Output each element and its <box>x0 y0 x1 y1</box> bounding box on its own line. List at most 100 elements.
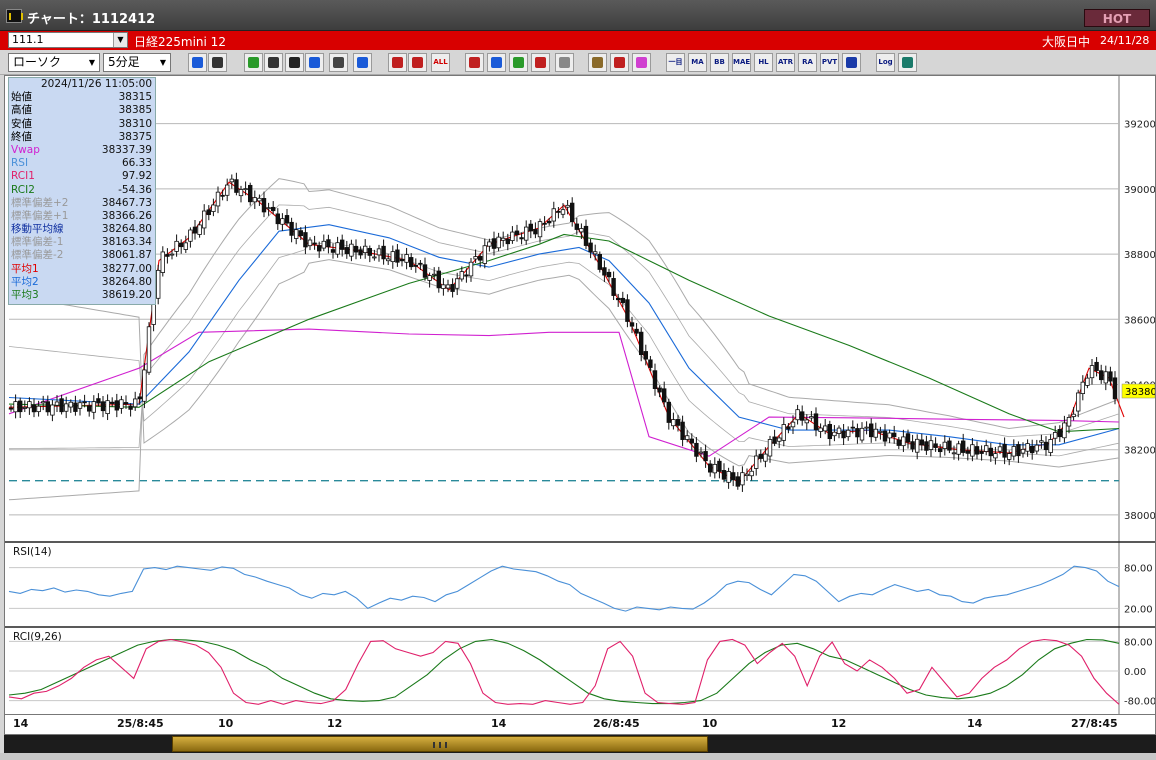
tool-button-25[interactable]: RA <box>798 53 817 72</box>
candle-body <box>892 432 897 438</box>
tool-button-signal[interactable] <box>509 53 528 72</box>
candle-body <box>68 401 73 408</box>
tool-button-23[interactable]: HL <box>754 53 773 72</box>
data-window-label: 標準偏差+2 <box>11 196 69 209</box>
candle-body <box>763 453 768 462</box>
tool-button-28[interactable]: Log <box>876 53 895 72</box>
horizontal-scrollbar[interactable] <box>4 735 1156 753</box>
candle-body <box>556 210 561 213</box>
tool-button-trash[interactable] <box>353 53 372 72</box>
tool-button-candle[interactable] <box>388 53 407 72</box>
candle-body <box>303 232 308 248</box>
tool-button-26[interactable]: PVT <box>820 53 839 72</box>
candle-body <box>257 197 262 202</box>
tool-button-palette[interactable] <box>632 53 651 72</box>
candle-body <box>800 411 805 421</box>
tool-button-20[interactable]: MA <box>688 53 707 72</box>
tool-button-pencil[interactable] <box>244 53 263 72</box>
app-chart-icon <box>6 9 23 23</box>
chevron-down-icon[interactable]: ▼ <box>113 33 127 47</box>
candle-body <box>436 270 441 289</box>
zoom-icon <box>491 57 502 68</box>
chart-type-value: ローソク <box>13 55 62 69</box>
tool-button-plus[interactable] <box>531 53 550 72</box>
candle-body <box>537 221 543 238</box>
candle-body <box>850 426 855 429</box>
price-panel-bg <box>5 76 1155 541</box>
time-tick-label: 14 <box>491 717 507 730</box>
candle-body <box>238 189 244 197</box>
tool-button-label: HL <box>758 58 769 66</box>
candle-body <box>114 400 119 411</box>
scrollbar-thumb[interactable] <box>172 736 708 752</box>
candle-body <box>680 421 685 440</box>
tool-button-memo[interactable] <box>329 53 348 72</box>
tool-button-crosshair[interactable] <box>208 53 227 72</box>
candle-body <box>542 222 547 225</box>
data-window-value: 38385 <box>118 104 152 117</box>
candle-body <box>1089 365 1095 379</box>
candle-body <box>629 322 635 327</box>
tool-button-ma[interactable] <box>465 53 484 72</box>
chart-type-select[interactable]: ローソク ▼ <box>8 53 100 72</box>
tool-button-undo[interactable] <box>305 53 324 72</box>
candle-body <box>468 261 474 277</box>
candle-body <box>703 451 708 462</box>
chart-area[interactable]: 3920039000388003860038400382003800038380… <box>4 75 1156 715</box>
tool-button-10[interactable]: ALL <box>431 53 450 72</box>
candle-body <box>744 473 750 476</box>
tool-button-zoom[interactable] <box>487 53 506 72</box>
symbol-code-combo[interactable]: 111.1 ▼ <box>8 32 128 48</box>
interval-select[interactable]: 5分足 ▼ <box>103 53 171 72</box>
tool-button-wrench[interactable] <box>610 53 629 72</box>
candle-body <box>698 451 704 454</box>
candle-body <box>312 242 317 245</box>
time-tick-label: 25/8:45 <box>117 717 164 730</box>
status-bar <box>0 753 1156 760</box>
ma-icon <box>469 57 480 68</box>
rci-panel-label: RCI(9,26) <box>13 631 62 643</box>
pencil-icon <box>248 57 259 68</box>
tool-button-lock[interactable] <box>555 53 574 72</box>
tool-button-window[interactable] <box>842 53 861 72</box>
candle-body <box>643 351 648 360</box>
tool-button-19[interactable]: 一目 <box>666 53 685 72</box>
tool-button-label: Log <box>878 58 893 66</box>
tool-button-settings[interactable] <box>588 53 607 72</box>
tool-button-exit[interactable] <box>898 53 917 72</box>
candle-body <box>717 460 722 472</box>
data-window-label: RCI1 <box>11 170 35 183</box>
candle-body <box>979 451 984 454</box>
candle-body <box>597 253 602 270</box>
candle-body <box>873 428 878 438</box>
chevron-down-icon[interactable]: ▼ <box>159 58 167 67</box>
tool-button-24[interactable]: ATR <box>776 53 795 72</box>
hot-button[interactable]: HOT <box>1084 9 1150 27</box>
candle-body <box>1020 448 1026 454</box>
candle-body <box>408 257 414 268</box>
data-window-value: 38337.39 <box>101 143 152 156</box>
tool-button-pointer[interactable] <box>285 53 304 72</box>
candle-body <box>712 463 717 474</box>
candle-body <box>901 436 906 447</box>
window-title: チャート：1112412 <box>27 12 156 27</box>
candle-body <box>372 256 377 259</box>
tool-button-trendline[interactable] <box>264 53 283 72</box>
candle-body <box>809 416 814 419</box>
tool-button-magnifier[interactable] <box>188 53 207 72</box>
tool-button-22[interactable]: MAE <box>732 53 751 72</box>
chevron-down-icon[interactable]: ▼ <box>88 58 96 67</box>
data-window-row: 標準偏差+2 38467.73 <box>9 197 155 210</box>
tool-button-label: MAE <box>733 58 751 66</box>
candle-body <box>477 255 483 261</box>
tool-button-21[interactable]: BB <box>710 53 729 72</box>
wrench-icon <box>614 57 625 68</box>
data-window-value: 38315 <box>118 91 152 104</box>
data-window-row: 標準偏差-1 38163.34 <box>9 236 155 249</box>
candle-body <box>399 258 405 262</box>
candle-body <box>671 419 676 427</box>
candle-body <box>579 228 584 233</box>
candle-body <box>721 470 727 480</box>
candle-body <box>270 206 276 212</box>
tool-button-bars[interactable] <box>408 53 427 72</box>
